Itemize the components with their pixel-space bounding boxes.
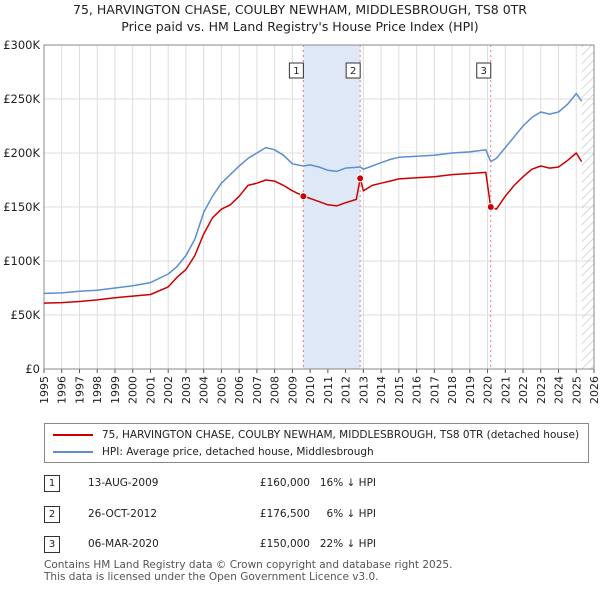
x-tick-label: 2015 — [393, 376, 406, 404]
sale-marker-box — [288, 62, 304, 79]
sale-date: 26-OCT-2012 — [88, 508, 157, 520]
x-tick-label: 1996 — [56, 376, 69, 404]
sale-marker-box — [345, 62, 361, 79]
future-hatch — [581, 45, 594, 369]
sale-marker-label: 2 — [350, 66, 356, 77]
sale-hpi-diff: 16% ↓ HPI — [319, 477, 376, 489]
x-tick-label: 2025 — [570, 376, 583, 404]
shaded-period — [303, 45, 594, 369]
x-tick-label: 2018 — [446, 376, 459, 404]
x-tick-label: 2020 — [482, 376, 495, 404]
chart-title-line1: 75, HARVINGTON CHASE, COULBY NEWHAM, MID… — [73, 2, 527, 17]
footer-copyright: Contains HM Land Registry data © Crown c… — [44, 559, 453, 571]
legend: 75, HARVINGTON CHASE, COULBY NEWHAM, MID… — [44, 423, 589, 463]
x-tick-label: 2009 — [286, 376, 299, 404]
sale-hpi-diff: 22% ↓ HPI — [319, 538, 376, 550]
x-tick-label: 1998 — [91, 376, 104, 404]
sale-row-2: 2 26-OCT-2012 £176,500 6% ↓ HPI — [44, 506, 444, 524]
y-tick-label: £150K — [3, 200, 40, 214]
x-tick-label: 2000 — [127, 376, 140, 404]
y-tick-label: £0 — [25, 362, 40, 376]
series-lines — [43, 92, 583, 304]
sale-date: 13-AUG-2009 — [88, 477, 159, 489]
x-tick-label: 2011 — [322, 376, 335, 404]
y-tick-label: £250K — [3, 92, 40, 106]
sale-price: £160,000 — [259, 477, 310, 489]
sale-row-3: 3 06-MAR-2020 £150,000 22% ↓ HPI — [44, 536, 444, 554]
sale-marker-label: 3 — [481, 66, 487, 77]
x-tick-label: 2007 — [251, 376, 264, 404]
x-tick-label: 2003 — [180, 376, 193, 404]
legend-label-hpi: HPI: Average price, detached house, Midd… — [102, 446, 374, 458]
sale-point — [486, 203, 495, 211]
sale-point — [356, 174, 365, 183]
y-tick-label: £50K — [11, 308, 41, 322]
x-tick-label: 2026 — [588, 376, 600, 404]
x-tick-label: 2002 — [162, 376, 175, 404]
sale-marker-box — [476, 62, 492, 79]
sale-markers: 1 2 3 — [288, 45, 495, 369]
sale-date: 06-MAR-2020 — [88, 538, 159, 550]
chart-title-line2: Price paid vs. HM Land Registry's House … — [121, 19, 479, 34]
x-tick-label: 2023 — [535, 376, 548, 404]
sale-point — [299, 192, 308, 201]
legend-swatch-hpi — [53, 451, 93, 453]
sale-hpi-diff: 6% ↓ HPI — [326, 508, 376, 520]
sale-number: 2 — [44, 506, 60, 523]
legend-item-hpi: HPI: Average price, detached house, Midd… — [53, 444, 374, 460]
x-tick-label: 2021 — [499, 376, 512, 404]
x-tick-label: 2001 — [144, 376, 157, 404]
x-tick-label: 2019 — [464, 376, 477, 404]
x-tick-label: 2016 — [411, 376, 424, 404]
legend-label-property: 75, HARVINGTON CHASE, COULBY NEWHAM, MID… — [102, 429, 580, 441]
x-tick-label: 2010 — [304, 376, 317, 404]
x-tick-label: 2004 — [198, 376, 211, 404]
y-tick-label: £300K — [3, 38, 40, 52]
x-tick-label: 2014 — [375, 376, 388, 404]
sale-price: £150,000 — [259, 538, 310, 550]
legend-swatch-property — [53, 434, 93, 436]
hpi-line — [43, 92, 583, 295]
plot-frame — [43, 44, 595, 370]
footer-licence: This data is licensed under the Open Gov… — [44, 571, 379, 583]
x-tick-label: 2008 — [269, 376, 282, 404]
x-tick-label: 1997 — [73, 376, 86, 404]
x-tick-label: 2017 — [428, 376, 441, 404]
x-tick-label: 2006 — [233, 376, 246, 404]
y-tick-label: £100K — [3, 254, 40, 268]
x-tick-label: 2022 — [517, 376, 530, 404]
property-price-line — [43, 152, 583, 304]
sale-marker-label: 1 — [293, 66, 299, 77]
shaded-range — [303, 45, 361, 369]
legend-item-property: 75, HARVINGTON CHASE, COULBY NEWHAM, MID… — [53, 427, 579, 443]
x-tick-label: 2013 — [357, 376, 370, 404]
sale-number: 3 — [44, 536, 60, 553]
sale-price: £176,500 — [259, 508, 310, 520]
sale-row-1: 1 13-AUG-2009 £160,000 16% ↓ HPI — [44, 475, 444, 493]
price-chart: £0 £50K £100K £150K £200K £250K £300K 1995 1996 1… — [3, 38, 600, 404]
x-tick-label: 1999 — [109, 376, 122, 404]
y-tick-label: £200K — [3, 146, 40, 160]
x-tick-label: 2005 — [215, 376, 228, 404]
axes: £0 £50K £100K £150K £200K £250K £300K 1995 1996 1… — [3, 38, 600, 404]
x-tick-label: 2024 — [553, 376, 566, 404]
x-tick-label: 2012 — [340, 376, 353, 404]
x-tick-label: 1995 — [38, 376, 51, 404]
sale-number: 1 — [44, 475, 60, 492]
